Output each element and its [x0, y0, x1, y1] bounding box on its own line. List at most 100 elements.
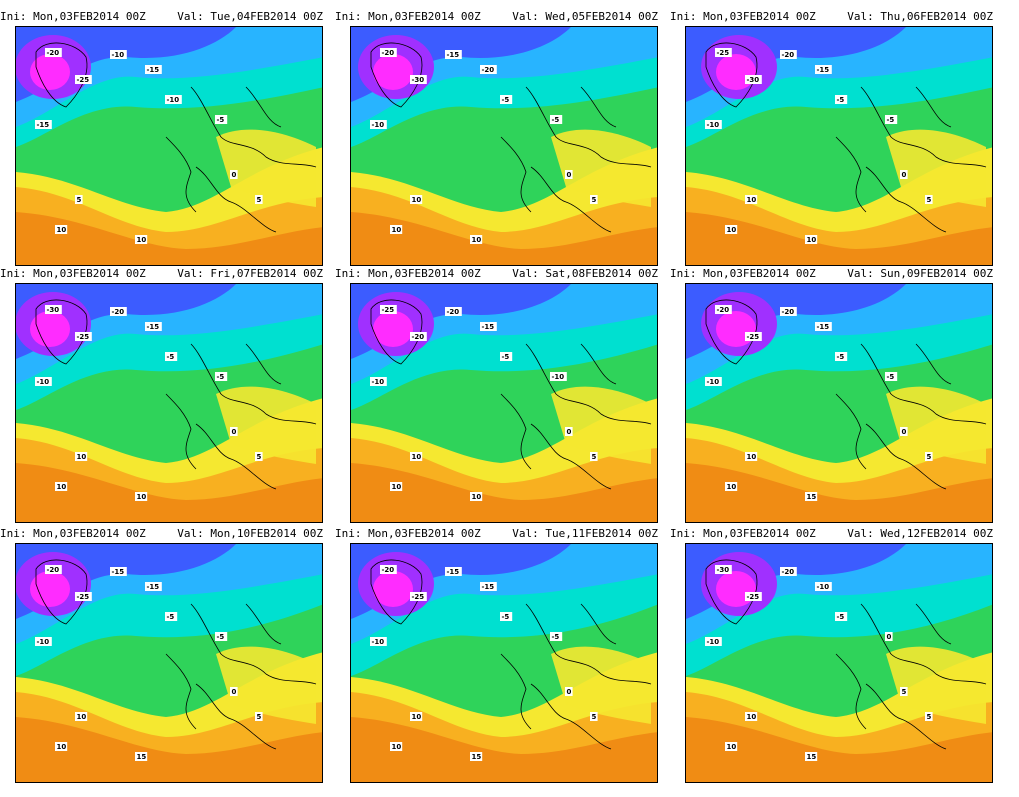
- isotherm-label-text: -5: [217, 116, 225, 124]
- forecast-panel-6: Ini: Mon,03FEB2014 00Z Val: Sun,09FEB201…: [670, 266, 995, 525]
- isotherm-label-text: 10: [392, 743, 402, 751]
- isotherm-label-text: -25: [77, 593, 90, 601]
- init-time-label: Ini: Mon,03FEB2014 00Z: [0, 10, 146, 23]
- isotherm-label-box: [815, 65, 832, 74]
- isotherm-label-box: [805, 752, 818, 761]
- isotherm-label: 10: [745, 452, 758, 461]
- isotherm-label: 10: [55, 742, 68, 751]
- coastline: [35, 559, 88, 625]
- coastline: [245, 86, 282, 128]
- isotherm-label-text: -10: [372, 121, 385, 129]
- continental-warm-patch: [551, 129, 651, 207]
- isotherm-label-box: [35, 377, 52, 386]
- isotherm-label-text: 5: [927, 453, 932, 461]
- isotherm-label-box: [45, 305, 62, 314]
- isotherm-label-box: [370, 377, 387, 386]
- isotherm-label-box: [745, 195, 758, 204]
- isotherm-label-box: [565, 170, 573, 179]
- isotherm-label: 10: [410, 452, 423, 461]
- isotherm-label-text: -10: [37, 378, 50, 386]
- isotherm-label-box: [715, 565, 732, 574]
- isotherm-label: 10: [745, 195, 758, 204]
- coastline: [530, 683, 612, 750]
- isotherm-label-text: 10: [57, 743, 67, 751]
- coastline: [500, 653, 532, 730]
- isotherm-label-box: [110, 50, 127, 59]
- isotherm-label-text: 15: [472, 753, 482, 761]
- isotherm-label-text: -25: [747, 333, 760, 341]
- isotherm-label-box: [900, 687, 908, 696]
- forecast-panel-5: Ini: Mon,03FEB2014 00Z Val: Sat,08FEB201…: [335, 266, 660, 525]
- isotherm-label: 0: [230, 170, 238, 179]
- isotherm-label-box: [410, 332, 427, 341]
- coastline: [35, 42, 88, 108]
- isotherm-label-box: [370, 637, 387, 646]
- isotherm-label-box: [780, 307, 797, 316]
- isotherm-label: -5: [550, 632, 563, 641]
- isotherm-label: -5: [835, 95, 848, 104]
- cold-core-magenta: [373, 54, 413, 90]
- isotherm-label: 5: [925, 452, 933, 461]
- isotherm-label-box: [55, 482, 68, 491]
- coastline: [705, 559, 758, 625]
- isotherm-label-text: 10: [412, 196, 422, 204]
- isotherm-label: -5: [165, 352, 178, 361]
- isotherm-label-text: -15: [112, 568, 125, 576]
- isotherm-label: 10: [805, 235, 818, 244]
- isotherm-label-box: [500, 612, 513, 621]
- cold-core-magenta: [716, 54, 756, 90]
- isotherm-label-text: 15: [137, 753, 147, 761]
- coastline: [525, 603, 652, 685]
- isotherm-label-text: 0: [567, 428, 572, 436]
- isotherm-label-box: [75, 332, 92, 341]
- isotherm-label-text: 10: [727, 226, 737, 234]
- isotherm-label-text: 10: [807, 236, 817, 244]
- temperature-field: -25 -30 -20 -15 -10 -5 -5 0 5 10 10 10: [686, 27, 992, 265]
- isotherm-label-box: [410, 452, 423, 461]
- isotherm-label-box: [815, 322, 832, 331]
- isotherm-label-box: [500, 352, 513, 361]
- isotherm-label-text: 5: [257, 713, 262, 721]
- isotherm-label: 0: [900, 170, 908, 179]
- isotherm-label-text: -30: [747, 76, 760, 84]
- isotherm-label-text: 10: [57, 483, 67, 491]
- isotherm-label-box: [805, 492, 818, 501]
- isotherm-label: -15: [815, 65, 832, 74]
- isotherm-label-text: -5: [837, 96, 845, 104]
- temperature-map: -25 -20 -20 -15 -10 -5 -10 0 5 10 10 10: [350, 283, 658, 523]
- warm-band-orange: [351, 463, 657, 522]
- continental-warm-patch: [216, 129, 316, 207]
- temperature-map: -20 -30 -15 -20 -10 -5 -5 0 5 10 10 10: [350, 26, 658, 266]
- temperature-map: -20 -25 -15 -15 -10 -5 -5 0 5 10 10 15: [350, 543, 658, 783]
- isotherm-label-box: [885, 372, 898, 381]
- isotherm-label-box: [370, 120, 387, 129]
- isotherm-label: 10: [470, 492, 483, 501]
- continental-warm-patch: [886, 646, 986, 724]
- isotherm-label-text: -5: [502, 613, 510, 621]
- isotherm-label-text: -30: [47, 306, 60, 314]
- coastline: [580, 86, 617, 128]
- isotherm-label: 10: [745, 712, 758, 721]
- isotherm-label-box: [215, 372, 228, 381]
- coastline: [915, 343, 952, 385]
- isotherm-label-box: [835, 612, 848, 621]
- isotherm-label-box: [135, 235, 148, 244]
- init-time-label: Ini: Mon,03FEB2014 00Z: [335, 10, 481, 23]
- isotherm-label: -20: [445, 307, 462, 316]
- coastline: [865, 423, 947, 490]
- isotherm-label-box: [255, 452, 263, 461]
- isotherm-label-text: -20: [782, 51, 795, 59]
- isotherm-label-box: [885, 632, 893, 641]
- isotherm-label-text: -5: [217, 373, 225, 381]
- isotherm-label-box: [745, 452, 758, 461]
- coastline: [525, 86, 652, 168]
- coastline: [580, 603, 617, 645]
- isotherm-label: -5: [215, 372, 228, 381]
- isotherm-label-text: 10: [77, 453, 87, 461]
- isotherm-label-box: [75, 712, 88, 721]
- isotherm-label: -25: [745, 332, 762, 341]
- isotherm-label-text: -15: [482, 323, 495, 331]
- warm-band-orange: [686, 212, 992, 265]
- isotherm-label-box: [255, 712, 263, 721]
- isotherm-label-box: [145, 322, 162, 331]
